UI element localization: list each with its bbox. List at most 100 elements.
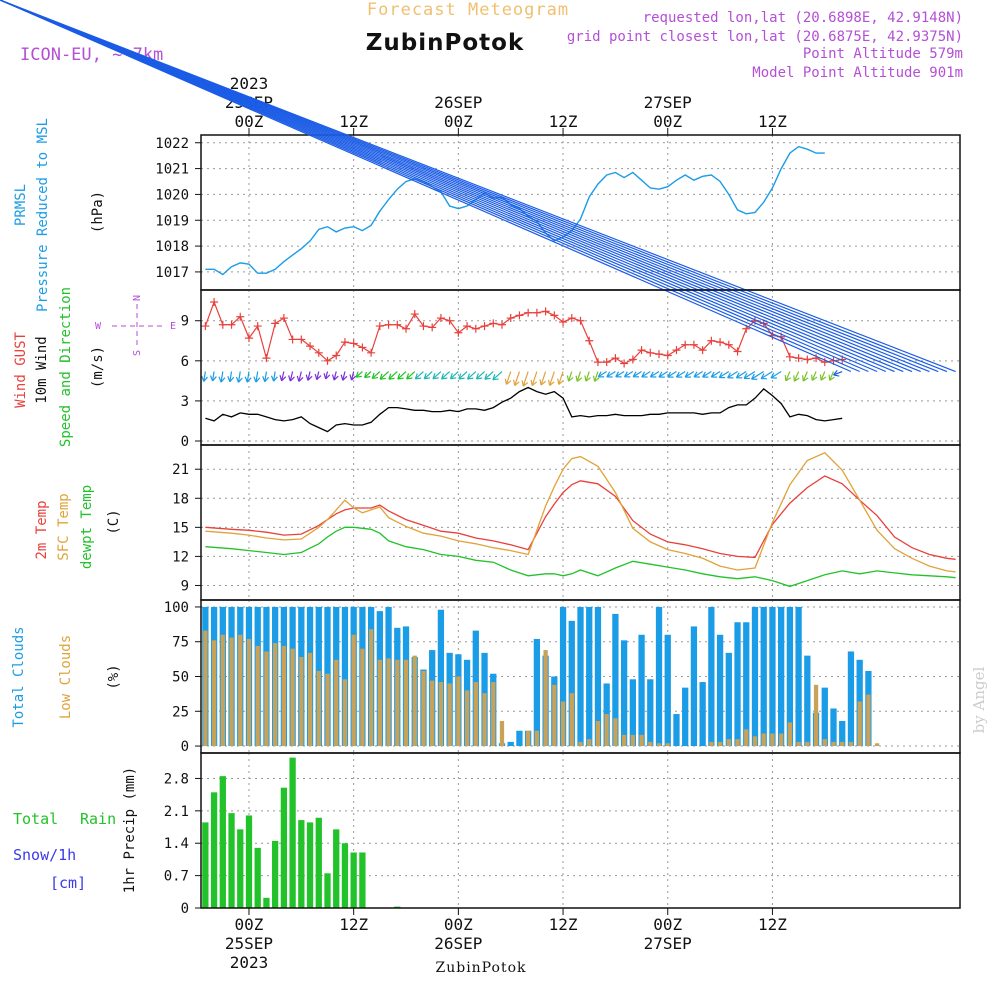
wind-arrow-head bbox=[743, 372, 750, 380]
rain-bar bbox=[228, 813, 235, 908]
total-cloud-bar bbox=[586, 606, 593, 747]
wind-arrow-head bbox=[466, 373, 474, 380]
precip-label-snow: Snow/1h bbox=[13, 846, 76, 864]
gust-marker bbox=[803, 355, 812, 364]
wind-arrow-head bbox=[235, 376, 243, 383]
total-cloud-bar bbox=[437, 609, 445, 747]
wind-arrow-head bbox=[484, 373, 491, 380]
total-cloud-bar bbox=[830, 708, 837, 747]
wind-arrow-head bbox=[371, 372, 379, 380]
wind-arrow bbox=[760, 371, 773, 380]
wind-arrow-head bbox=[218, 376, 226, 383]
wind-arrow bbox=[450, 371, 459, 380]
total-cloud-bar bbox=[655, 606, 663, 747]
gust-marker bbox=[428, 323, 437, 332]
wind-arrow bbox=[770, 371, 782, 379]
gust-marker bbox=[602, 358, 611, 367]
wind-arrow-head bbox=[710, 371, 718, 378]
wind-arrow-head bbox=[667, 371, 674, 378]
gust-marker bbox=[585, 336, 594, 345]
wind-arrow-head bbox=[530, 379, 538, 386]
wind-arrow-head bbox=[784, 374, 792, 382]
total-cloud-bar bbox=[559, 606, 567, 747]
wind-arrow bbox=[371, 371, 381, 379]
wind-arrow bbox=[350, 371, 355, 381]
cloud-label-low: Low Clouds bbox=[58, 635, 74, 719]
gust-marker bbox=[541, 307, 550, 316]
total-cloud-bar bbox=[716, 634, 724, 747]
low-cloud-bar bbox=[351, 634, 356, 747]
y-tick-label: 15 bbox=[172, 520, 189, 536]
wind-arrow bbox=[423, 371, 433, 380]
gust-marker bbox=[410, 310, 419, 319]
wind-arrow-head bbox=[331, 374, 339, 381]
low-cloud-bar bbox=[630, 734, 635, 747]
low-cloud-bar bbox=[831, 741, 836, 747]
gust-marker bbox=[812, 354, 821, 363]
temp-label-sfc: SFC Temp bbox=[56, 493, 72, 560]
total-cloud-bar bbox=[647, 679, 654, 747]
wind-arrow-head bbox=[735, 372, 743, 379]
low-cloud-bar bbox=[552, 684, 557, 747]
low-cloud-bar bbox=[421, 670, 426, 747]
low-cloud-bar bbox=[211, 640, 217, 747]
y-tick-label: 12 bbox=[172, 549, 189, 565]
gust-marker bbox=[210, 298, 219, 307]
wind-arrow bbox=[802, 371, 808, 382]
gust-marker bbox=[419, 322, 428, 331]
forecast-title: Forecast Meteogram bbox=[367, 0, 569, 20]
y-tick-label: 25 bbox=[172, 704, 189, 720]
temp-label-2m: 2m Temp bbox=[34, 500, 50, 559]
gust-marker bbox=[445, 316, 454, 325]
wind-arrow bbox=[264, 371, 268, 382]
wind-arrow-head bbox=[718, 372, 726, 379]
pressure-panel: 1017 1018 1019 1020 1021 1022 bbox=[155, 134, 961, 291]
y-tick-label: 0 bbox=[181, 739, 189, 755]
wind-arrow bbox=[432, 371, 442, 380]
wind-arrow bbox=[492, 371, 503, 381]
gust-marker bbox=[698, 346, 707, 355]
rain-bar bbox=[306, 822, 314, 908]
low-cloud-bar bbox=[447, 683, 452, 747]
wind-arrow-head bbox=[675, 371, 683, 378]
low-cloud-bar bbox=[587, 739, 592, 747]
model-altitude: Model Point Altitude 901m bbox=[752, 65, 963, 81]
rain-bar bbox=[289, 757, 296, 908]
precip-label-rain: Rain bbox=[80, 810, 116, 828]
wind-arrow-head bbox=[575, 375, 583, 382]
precip-label-cm: [cm] bbox=[50, 874, 86, 892]
low-cloud-bar bbox=[709, 741, 714, 747]
total-cloud-bar bbox=[341, 606, 349, 747]
gust-marker bbox=[349, 339, 358, 348]
panel-frame bbox=[200, 752, 961, 909]
wind-arrow bbox=[220, 371, 224, 383]
total-cloud-bar bbox=[577, 606, 584, 747]
low-cloud-bar bbox=[761, 733, 766, 747]
low-cloud-bar bbox=[840, 741, 845, 747]
total-cloud-bar bbox=[699, 682, 706, 747]
gust-marker bbox=[550, 311, 559, 320]
wind-arrow bbox=[641, 371, 651, 378]
pressure-label-prmsl: PRMSL bbox=[13, 184, 29, 226]
low-cloud-bar bbox=[848, 741, 854, 747]
wind-arrow bbox=[658, 371, 669, 378]
compass-rose: N S W E bbox=[95, 295, 176, 356]
y-tick-label: 2.8 bbox=[164, 771, 189, 787]
temp-sfc-line bbox=[205, 452, 956, 573]
wind-arrow bbox=[414, 371, 424, 380]
low-cloud-bar bbox=[273, 643, 278, 747]
low-cloud-bar bbox=[395, 659, 400, 747]
wind-arrow-head bbox=[406, 373, 413, 380]
low-cloud-bar bbox=[874, 743, 880, 747]
wind-arrow-head bbox=[750, 373, 758, 380]
total-cloud-bar bbox=[507, 741, 514, 747]
top-time-label: 2023 bbox=[230, 74, 269, 93]
low-cloud-bar bbox=[569, 693, 574, 747]
low-cloud-bar bbox=[203, 630, 208, 747]
total-cloud-bar bbox=[664, 634, 671, 747]
low-cloud-bar bbox=[639, 734, 644, 747]
cloud-label-unit: (%) bbox=[106, 664, 122, 689]
wind-arrow bbox=[567, 371, 573, 382]
wind-arrow-head bbox=[288, 375, 295, 382]
y-tick-label: 1020 bbox=[155, 187, 189, 203]
